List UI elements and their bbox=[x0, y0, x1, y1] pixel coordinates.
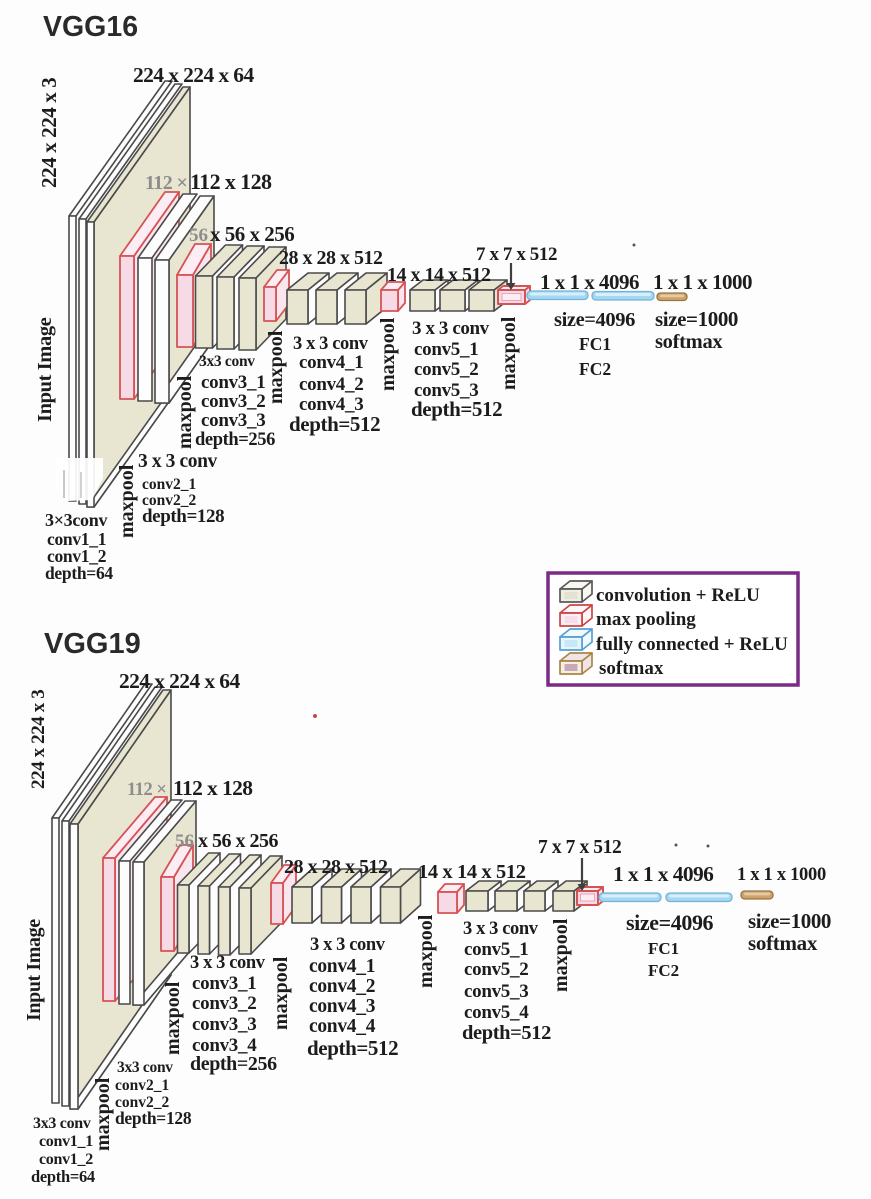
svg-text:x 56 x 256: x 56 x 256 bbox=[210, 222, 294, 246]
svg-text:224 x 224 x 64: 224 x 224 x 64 bbox=[133, 63, 254, 87]
svg-text:1 x 1 x 4096: 1 x 1 x 4096 bbox=[540, 270, 639, 294]
svg-text:224 x 224 x 64: 224 x 224 x 64 bbox=[119, 669, 240, 693]
svg-text:conv4_3: conv4_3 bbox=[309, 996, 376, 1017]
svg-text:max pooling: max pooling bbox=[596, 609, 696, 630]
svg-text:size=1000: size=1000 bbox=[655, 307, 738, 331]
svg-text:conv4_1: conv4_1 bbox=[299, 352, 363, 373]
svg-text:depth=256: depth=256 bbox=[195, 430, 275, 450]
svg-text:depth=512: depth=512 bbox=[289, 412, 380, 436]
svg-text:3×3conv: 3×3conv bbox=[45, 510, 107, 530]
svg-text:maxpool: maxpool bbox=[270, 956, 292, 1030]
svg-text:conv1_1: conv1_1 bbox=[47, 529, 106, 549]
svg-text:Input Image: Input Image bbox=[34, 317, 56, 422]
svg-text:maxpool: maxpool bbox=[162, 981, 184, 1055]
svg-text:conv4_2: conv4_2 bbox=[299, 374, 363, 395]
svg-text:3 x 3 conv: 3 x 3 conv bbox=[310, 935, 386, 955]
svg-text:conv2_1: conv2_1 bbox=[142, 476, 196, 493]
svg-text:224 x 224 x 3: 224 x 224 x 3 bbox=[28, 690, 49, 789]
svg-text:conv3_4: conv3_4 bbox=[192, 1035, 257, 1056]
svg-text:3x3 conv: 3x3 conv bbox=[199, 353, 255, 370]
svg-text:size=4096: size=4096 bbox=[554, 309, 635, 331]
svg-text:size=4096: size=4096 bbox=[626, 910, 714, 935]
svg-text:FC1: FC1 bbox=[579, 334, 611, 354]
svg-text:convolution + ReLU: convolution + ReLU bbox=[596, 585, 760, 606]
svg-text:conv5_2: conv5_2 bbox=[464, 959, 528, 980]
svg-text:fully connected + ReLU: fully connected + ReLU bbox=[596, 634, 788, 655]
svg-text:FC2: FC2 bbox=[579, 359, 611, 379]
svg-text:112 ×: 112 × bbox=[145, 172, 187, 194]
svg-text:depth=128: depth=128 bbox=[142, 506, 224, 527]
svg-text:conv4_2: conv4_2 bbox=[309, 976, 375, 997]
svg-text:maxpool: maxpool bbox=[498, 316, 520, 390]
svg-text:3x3 conv: 3x3 conv bbox=[33, 1115, 91, 1132]
svg-text:1 x 1 x 4096: 1 x 1 x 4096 bbox=[613, 862, 714, 886]
svg-text:56: 56 bbox=[189, 225, 208, 246]
svg-text:conv4_3: conv4_3 bbox=[299, 394, 363, 415]
svg-text:conv1_1: conv1_1 bbox=[39, 1133, 93, 1150]
svg-text:conv1_2: conv1_2 bbox=[39, 1151, 93, 1168]
svg-text:maxpool: maxpool bbox=[174, 375, 196, 449]
svg-text:Input Image: Input Image bbox=[23, 919, 45, 1021]
svg-text:14 x 14 x 512: 14 x 14 x 512 bbox=[387, 264, 491, 286]
svg-text:7 x 7 x 512: 7 x 7 x 512 bbox=[538, 837, 621, 858]
svg-text:FC1: FC1 bbox=[648, 939, 679, 958]
svg-text:size=1000: size=1000 bbox=[748, 909, 831, 933]
svg-text:maxpool: maxpool bbox=[550, 918, 572, 992]
svg-text:conv5_2: conv5_2 bbox=[414, 359, 478, 380]
svg-text:conv3_3: conv3_3 bbox=[192, 1014, 256, 1035]
svg-text:14 x 14 x 512: 14 x 14 x 512 bbox=[418, 861, 526, 883]
svg-text:1 x 1 x 1000: 1 x 1 x 1000 bbox=[653, 270, 752, 294]
svg-text:conv2_1: conv2_1 bbox=[115, 1077, 169, 1094]
svg-text:conv5_3: conv5_3 bbox=[464, 981, 528, 1002]
svg-text:conv2_2: conv2_2 bbox=[142, 492, 197, 509]
svg-text:depth=256: depth=256 bbox=[190, 1053, 277, 1075]
svg-text:VGG16: VGG16 bbox=[43, 11, 138, 43]
svg-text:FC2: FC2 bbox=[648, 961, 679, 980]
svg-text:3 x 3 conv: 3 x 3 conv bbox=[138, 451, 218, 472]
svg-text:56: 56 bbox=[175, 831, 194, 852]
svg-text:1 x 1 x 1000: 1 x 1 x 1000 bbox=[737, 865, 826, 885]
svg-text:softmax: softmax bbox=[599, 658, 664, 679]
svg-text:3 x 3 conv: 3 x 3 conv bbox=[463, 919, 539, 939]
svg-text:maxpool: maxpool bbox=[377, 317, 399, 391]
svg-text:112 x 128: 112 x 128 bbox=[190, 169, 272, 194]
svg-text:28 x 28 x 512: 28 x 28 x 512 bbox=[284, 856, 388, 878]
svg-text:x 56 x 256: x 56 x 256 bbox=[198, 830, 279, 852]
svg-text:7 x 7 x 512: 7 x 7 x 512 bbox=[476, 244, 557, 265]
svg-text:softmax: softmax bbox=[655, 331, 723, 353]
svg-text:conv3_2: conv3_2 bbox=[192, 993, 256, 1014]
svg-text:112 x 128: 112 x 128 bbox=[173, 776, 253, 800]
svg-text:maxpool: maxpool bbox=[92, 1077, 114, 1151]
svg-text:conv5_1: conv5_1 bbox=[464, 939, 528, 960]
svg-text:conv3_3: conv3_3 bbox=[201, 410, 265, 431]
svg-text:conv4_4: conv4_4 bbox=[309, 1016, 376, 1037]
svg-text:softmax: softmax bbox=[748, 931, 818, 955]
svg-text:conv3_2: conv3_2 bbox=[201, 391, 265, 412]
svg-text:conv3_1: conv3_1 bbox=[201, 372, 265, 393]
svg-text:224 x 224 x 3: 224 x 224 x 3 bbox=[37, 78, 61, 188]
svg-text:3 x 3 conv: 3 x 3 conv bbox=[412, 318, 490, 339]
svg-text:depth=512: depth=512 bbox=[411, 397, 502, 421]
svg-text:maxpool: maxpool bbox=[415, 914, 437, 988]
svg-text:conv5_3: conv5_3 bbox=[414, 380, 478, 401]
svg-text:depth=64: depth=64 bbox=[31, 1167, 95, 1186]
svg-text:112 ×: 112 × bbox=[127, 780, 166, 800]
svg-text:maxpool: maxpool bbox=[265, 330, 287, 404]
svg-text:conv4_1: conv4_1 bbox=[309, 956, 375, 977]
svg-text:3 x 3 conv: 3 x 3 conv bbox=[293, 334, 369, 354]
svg-text:3 x 3 conv: 3 x 3 conv bbox=[190, 953, 266, 973]
svg-text:28 x 28 x 512: 28 x 28 x 512 bbox=[279, 247, 383, 269]
svg-text:conv3_1: conv3_1 bbox=[192, 973, 256, 994]
svg-text:conv5_4: conv5_4 bbox=[464, 1002, 529, 1023]
svg-text:depth=64: depth=64 bbox=[45, 563, 113, 583]
svg-text:3x3 conv: 3x3 conv bbox=[117, 1059, 173, 1076]
svg-text:depth=512: depth=512 bbox=[462, 1022, 551, 1044]
svg-text:conv2_2: conv2_2 bbox=[115, 1094, 170, 1111]
svg-text:maxpool: maxpool bbox=[116, 464, 138, 538]
svg-text:conv1_2: conv1_2 bbox=[47, 546, 106, 566]
svg-text:conv5_1: conv5_1 bbox=[414, 339, 478, 360]
svg-text:depth=512: depth=512 bbox=[307, 1036, 398, 1060]
svg-text:depth=128: depth=128 bbox=[115, 1108, 192, 1128]
svg-text:VGG19: VGG19 bbox=[44, 628, 141, 660]
